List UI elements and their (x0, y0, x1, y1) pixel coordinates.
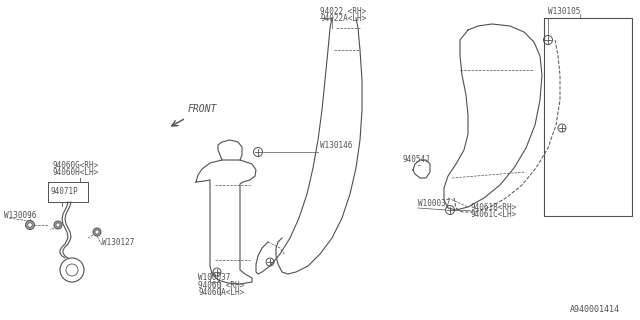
Text: W100037: W100037 (198, 273, 230, 282)
Text: W100037: W100037 (418, 199, 451, 208)
Text: W130105: W130105 (548, 7, 580, 16)
Text: 94060A<LH>: 94060A<LH> (198, 288, 244, 297)
Text: FRONT: FRONT (188, 104, 218, 114)
Text: 94022 <RH>: 94022 <RH> (320, 7, 366, 16)
Text: 94061B<RH>: 94061B<RH> (470, 203, 516, 212)
Circle shape (95, 230, 99, 234)
Circle shape (26, 220, 35, 229)
Text: 94071P: 94071P (50, 187, 77, 196)
Text: 94060 <RH>: 94060 <RH> (198, 281, 244, 290)
Circle shape (54, 221, 62, 229)
Circle shape (56, 223, 60, 227)
Circle shape (93, 228, 101, 236)
Text: 94060H<LH>: 94060H<LH> (52, 168, 99, 177)
Text: 94061C<LH>: 94061C<LH> (470, 210, 516, 219)
Text: 94060G<RH>: 94060G<RH> (52, 161, 99, 170)
Text: W130127: W130127 (102, 238, 134, 247)
Text: W130096: W130096 (4, 211, 36, 220)
Text: A940001414: A940001414 (570, 305, 620, 314)
Text: 94022A<LH>: 94022A<LH> (320, 14, 366, 23)
Text: W130146: W130146 (320, 141, 353, 150)
Circle shape (28, 223, 32, 227)
Text: 94054J: 94054J (402, 155, 429, 164)
